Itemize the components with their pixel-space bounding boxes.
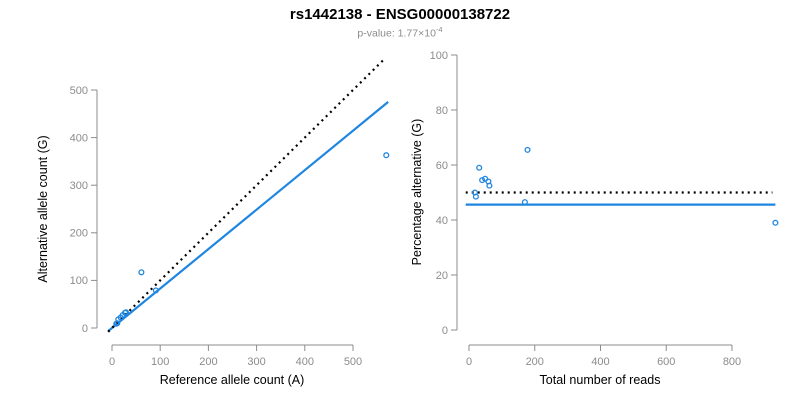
data-point (383, 152, 390, 159)
data-point (772, 219, 779, 226)
y-axis-title: Percentage alternative (G) (410, 119, 424, 266)
pvalue-exponent: -4 (435, 25, 443, 34)
y-tick-label: 400 (70, 132, 88, 144)
figure-subtitle: p-value: 1.77×10-4 (0, 25, 800, 40)
percentage-vs-reads-scatter: 0 20 40 60 80 100 0 200 400 600 800 Total number of… (410, 50, 779, 387)
data-point (486, 182, 493, 189)
x-tick-label: 400 (591, 356, 609, 368)
y-tick-label: 100 (430, 50, 448, 62)
y-tick-label: 0 (442, 325, 448, 337)
data-point (138, 269, 145, 276)
data-point (122, 309, 130, 316)
x-tick-label: 300 (247, 356, 265, 368)
x-tick-label: 100 (151, 356, 169, 368)
y-tick-label: 100 (70, 275, 88, 287)
data-point (524, 146, 531, 153)
x-tick-label: 600 (657, 356, 675, 368)
x-axis-title: Total number of reads (540, 373, 661, 387)
y-tick-label: 20 (436, 270, 448, 282)
data-point (472, 193, 479, 200)
data-point (114, 320, 121, 327)
x-tick-label: 400 (296, 356, 314, 368)
y-tick-label: 500 (70, 85, 88, 97)
data-point (521, 199, 528, 206)
x-tick-label: 800 (723, 356, 741, 368)
data-point (152, 287, 159, 294)
pvalue-text: p-value: 1.77×10 (357, 27, 436, 40)
identity-line (107, 58, 386, 333)
y-tick-label: 60 (436, 160, 448, 172)
y-tick-label: 200 (70, 228, 88, 240)
y-tick-label: 300 (70, 180, 88, 192)
y-axis-title: Alternative allele count (G) (36, 135, 50, 282)
allele-counts-scatter: 0 100 200 300 400 500 0 100 200 300 400 500 Referenc… (36, 58, 390, 387)
figure-title: rs1442138 - ENSG00000138722 (289, 6, 511, 23)
x-tick-label: 0 (109, 356, 115, 368)
x-tick-label: 0 (466, 356, 472, 368)
data-point (476, 164, 483, 171)
x-tick-label: 200 (199, 356, 217, 368)
x-tick-label: 200 (526, 356, 544, 368)
data-point (479, 177, 486, 184)
y-tick-label: 0 (82, 323, 88, 335)
x-axis-title: Reference allele count (A) (160, 373, 305, 387)
y-tick-label: 40 (436, 215, 448, 227)
y-tick-label: 80 (436, 105, 448, 117)
fitted-ratio-line (107, 101, 389, 332)
x-tick-label: 500 (344, 356, 362, 368)
